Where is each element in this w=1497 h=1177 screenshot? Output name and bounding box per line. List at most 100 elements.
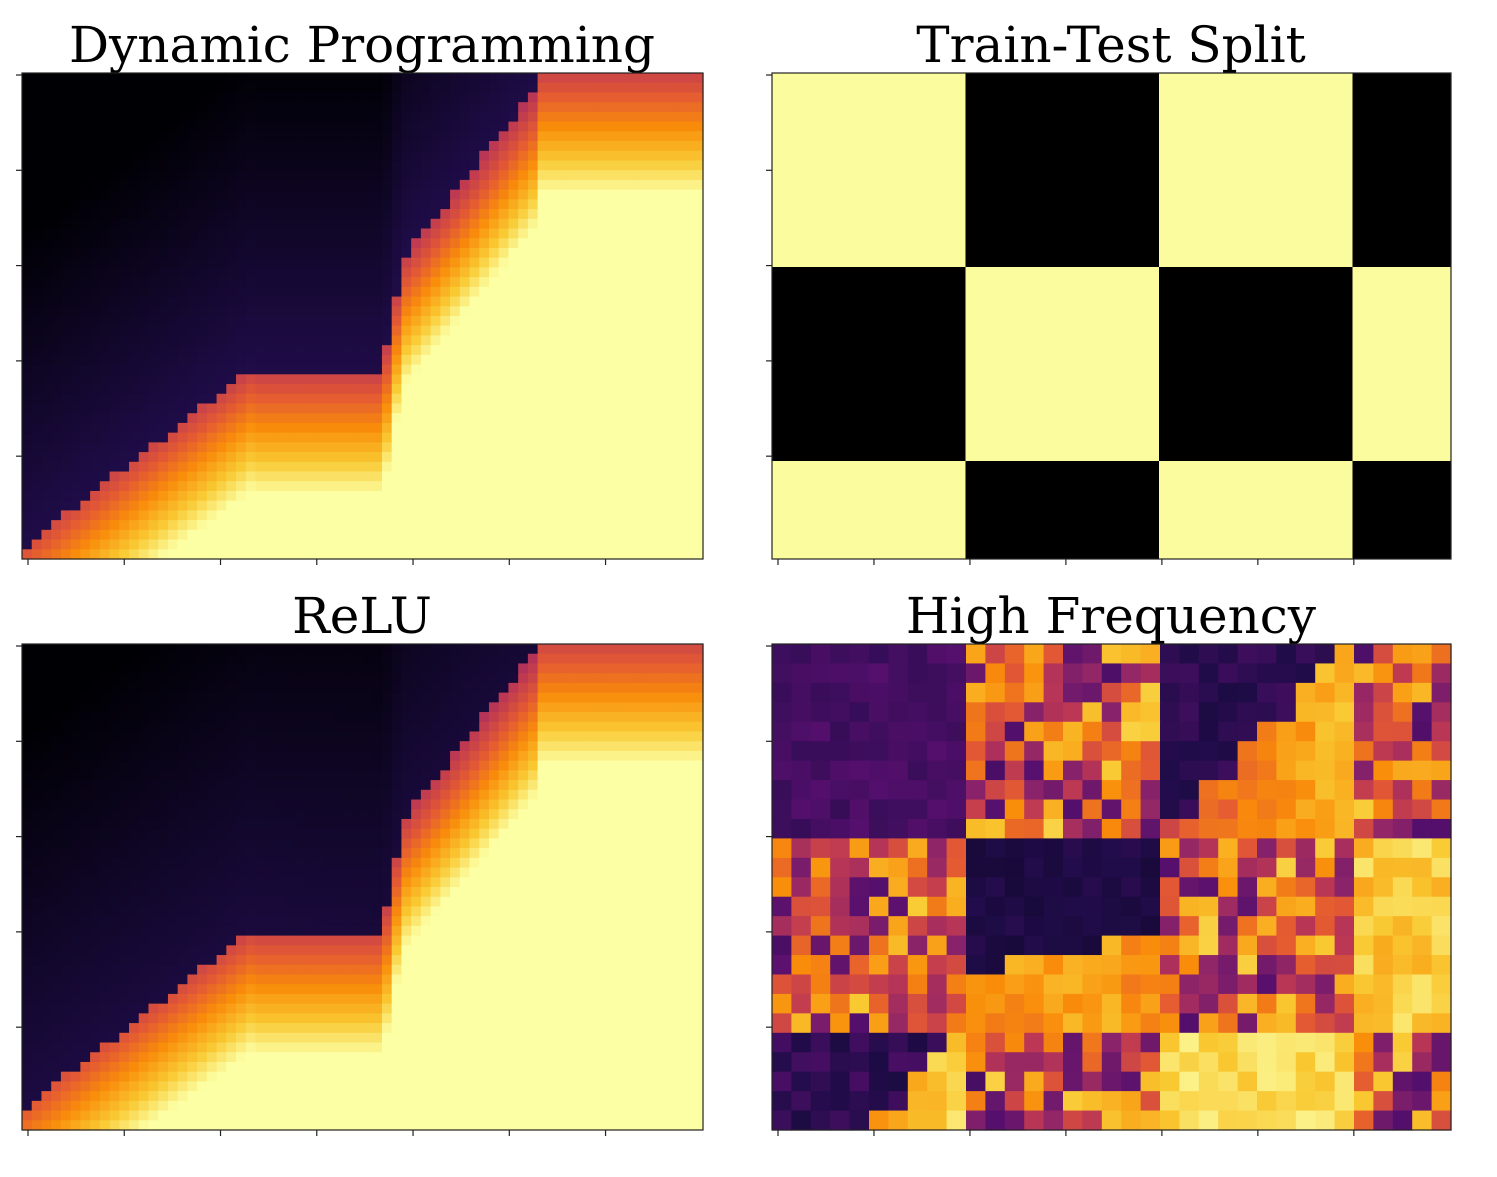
dp-cell [440, 364, 451, 375]
dp-cell [323, 306, 334, 317]
dp-cell [625, 150, 636, 162]
dp-cell [576, 500, 587, 511]
dp-cell [576, 490, 587, 502]
dp-cell [197, 199, 208, 210]
dp-cell [129, 121, 140, 132]
dp-cell [80, 170, 91, 181]
dp-cell [362, 82, 373, 94]
dp-cell [216, 520, 227, 531]
dp-cell [498, 247, 510, 259]
dp-cell [265, 131, 276, 142]
relu-cell [138, 712, 150, 723]
dp-cell [245, 121, 257, 132]
dp-cell [304, 490, 315, 502]
dp-cell [294, 481, 305, 492]
dp-cell [634, 432, 646, 443]
dp-cell [362, 102, 373, 113]
relu-cell [479, 741, 490, 752]
dp-cell [527, 335, 539, 346]
dp-cell [469, 189, 480, 200]
dp-cell [479, 141, 490, 152]
dp-cell [683, 325, 694, 337]
relu-cell [226, 702, 237, 713]
dp-cell [664, 209, 675, 220]
dp-cell [80, 199, 91, 210]
dp-cell [158, 374, 169, 385]
relu-cell [51, 682, 62, 694]
relu-cell [304, 741, 315, 752]
dp-cell [99, 189, 111, 200]
dp-cell [391, 228, 403, 239]
dp-cell [557, 286, 568, 298]
dp-cell [372, 500, 383, 511]
dp-cell [625, 413, 636, 424]
dp-cell [547, 481, 558, 492]
dp-cell [557, 170, 568, 181]
relu-cell [615, 712, 626, 723]
dp-cell [488, 121, 500, 132]
dp-cell [60, 228, 72, 239]
dp-cell [313, 111, 325, 123]
relu-cell [80, 663, 91, 674]
relu-cell [518, 760, 529, 771]
dp-cell [294, 199, 305, 210]
dp-cell [187, 520, 198, 531]
dp-cell [498, 529, 510, 541]
relu-cell [664, 692, 675, 703]
dp-cell [187, 199, 198, 210]
dp-cell [304, 102, 315, 113]
dp-cell [99, 267, 111, 278]
dp-cell [197, 364, 208, 375]
dp-cell [391, 150, 403, 162]
relu-cell [450, 789, 461, 801]
dp-cell [60, 189, 72, 200]
dp-cell [177, 549, 188, 560]
relu-cell [138, 663, 150, 674]
relu-cell [197, 770, 208, 781]
dp-cell [138, 490, 150, 502]
dp-cell [109, 461, 120, 473]
dp-cell [99, 549, 111, 560]
dp-cell [158, 471, 169, 482]
dp-cell [450, 520, 461, 531]
relu-cell [245, 809, 257, 820]
relu-cell [372, 750, 383, 762]
dp-cell [537, 364, 548, 375]
relu-cell [313, 663, 325, 674]
relu-cell [362, 731, 373, 742]
relu-cell [294, 653, 305, 665]
dp-cell [615, 345, 626, 356]
dp-cell [498, 228, 510, 239]
dp-cell [343, 82, 354, 94]
dp-cell [226, 179, 237, 191]
dp-cell [216, 481, 227, 492]
dp-cell [430, 549, 441, 560]
dp-cell [294, 510, 305, 521]
relu-cell [557, 644, 568, 655]
dp-cell [420, 413, 432, 424]
dp-cell [673, 121, 685, 132]
dp-cell [381, 131, 393, 142]
relu-cell [537, 818, 548, 830]
dp-cell [236, 160, 247, 171]
dp-cell [167, 471, 179, 482]
dp-cell [41, 102, 52, 113]
dp-cell [352, 306, 364, 317]
dp-cell [80, 461, 91, 473]
dp-cell [22, 257, 33, 268]
dp-cell [518, 481, 529, 492]
dp-cell [479, 442, 490, 453]
relu-cell [683, 799, 694, 810]
dp-cell [109, 442, 120, 453]
relu-cell [654, 721, 665, 733]
dp-cell [343, 111, 354, 123]
dp-cell [236, 325, 247, 337]
dp-cell [479, 277, 490, 288]
dp-cell [158, 452, 169, 463]
dp-cell [90, 461, 101, 473]
relu-cell [450, 770, 461, 781]
dp-cell [693, 131, 704, 142]
dp-cell [508, 374, 519, 385]
dp-cell [557, 374, 568, 385]
dp-cell [391, 539, 403, 550]
